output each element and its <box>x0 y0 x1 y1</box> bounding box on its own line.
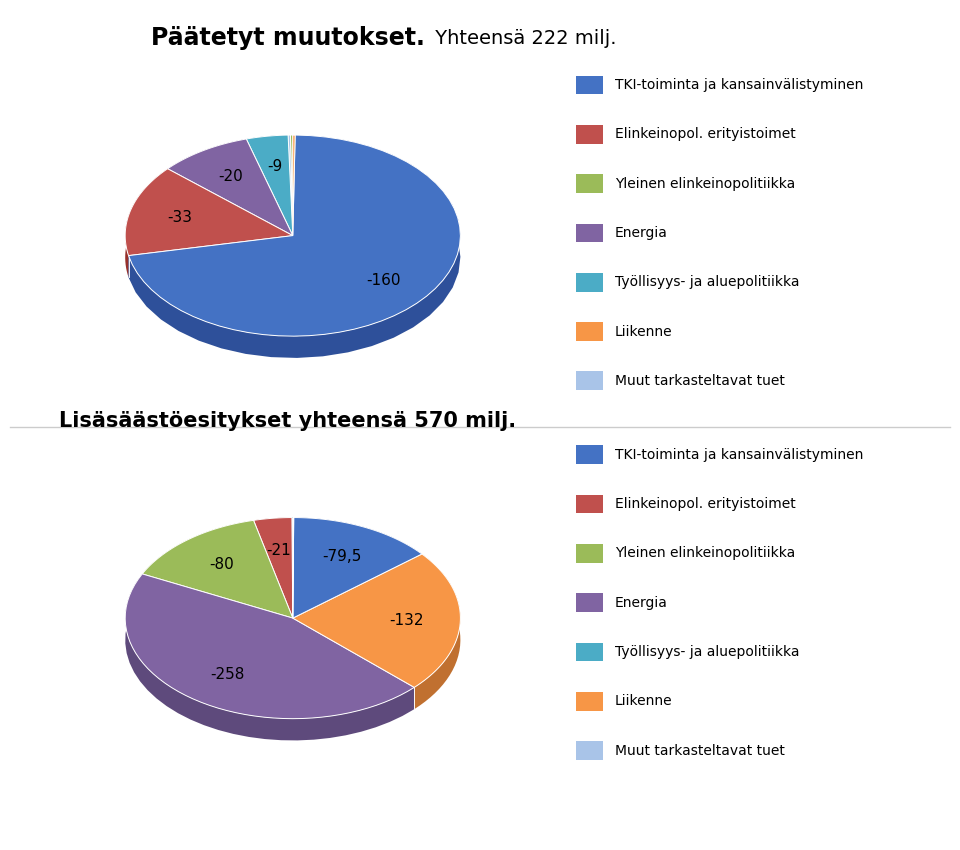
Polygon shape <box>293 554 461 688</box>
Text: -132: -132 <box>390 613 424 628</box>
Text: -20: -20 <box>218 168 243 184</box>
Text: -79,5: -79,5 <box>322 549 361 564</box>
Polygon shape <box>129 135 461 358</box>
Polygon shape <box>125 169 168 277</box>
Polygon shape <box>291 135 293 235</box>
Text: Muut tarkasteltavat tuet: Muut tarkasteltavat tuet <box>615 374 785 388</box>
Text: -160: -160 <box>366 273 400 288</box>
Polygon shape <box>293 518 422 618</box>
Text: -258: -258 <box>210 666 245 682</box>
Text: Elinkeinopol. erityistoimet: Elinkeinopol. erityistoimet <box>615 128 796 141</box>
Polygon shape <box>126 574 415 740</box>
Polygon shape <box>125 574 415 718</box>
Polygon shape <box>142 520 293 618</box>
Text: Yleinen elinkeinopolitiikka: Yleinen elinkeinopolitiikka <box>615 177 795 190</box>
Text: Yhteensä 222 milj.: Yhteensä 222 milj. <box>429 29 617 48</box>
Polygon shape <box>129 135 461 336</box>
Polygon shape <box>142 520 253 596</box>
Text: Energia: Energia <box>615 596 668 609</box>
Text: Lisäsäästöesitykset yhteensä 570 milj.: Lisäsäästöesitykset yhteensä 570 milj. <box>60 411 516 431</box>
Text: Muut tarkasteltavat tuet: Muut tarkasteltavat tuet <box>615 744 785 757</box>
Polygon shape <box>247 135 288 161</box>
Polygon shape <box>253 518 293 618</box>
Polygon shape <box>291 135 293 157</box>
Polygon shape <box>293 135 295 157</box>
Polygon shape <box>247 135 293 235</box>
Polygon shape <box>294 518 422 575</box>
Polygon shape <box>288 135 293 235</box>
Text: Elinkeinopol. erityistoimet: Elinkeinopol. erityistoimet <box>615 497 796 511</box>
Polygon shape <box>168 139 293 235</box>
Text: Energia: Energia <box>615 226 668 240</box>
Polygon shape <box>288 135 291 157</box>
Text: Liikenne: Liikenne <box>615 694 673 708</box>
Polygon shape <box>415 554 461 709</box>
Text: -33: -33 <box>167 210 192 224</box>
Text: Päätetyt muutokset.: Päätetyt muutokset. <box>151 26 425 50</box>
Polygon shape <box>125 169 293 256</box>
Text: TKI-toiminta ja kansainvälistyminen: TKI-toiminta ja kansainvälistyminen <box>615 448 863 462</box>
Text: -9: -9 <box>267 159 282 173</box>
Text: -21: -21 <box>267 542 292 558</box>
Polygon shape <box>293 135 295 235</box>
Text: Liikenne: Liikenne <box>615 325 673 338</box>
Text: Yleinen elinkeinopolitiikka: Yleinen elinkeinopolitiikka <box>615 547 795 560</box>
Polygon shape <box>253 518 292 542</box>
Text: Työllisyys- ja aluepolitiikka: Työllisyys- ja aluepolitiikka <box>615 645 800 659</box>
Text: Työllisyys- ja aluepolitiikka: Työllisyys- ja aluepolitiikka <box>615 275 800 289</box>
Polygon shape <box>168 139 247 190</box>
Text: -80: -80 <box>209 558 234 572</box>
Text: TKI-toiminta ja kansainvälistyminen: TKI-toiminta ja kansainvälistyminen <box>615 78 863 92</box>
